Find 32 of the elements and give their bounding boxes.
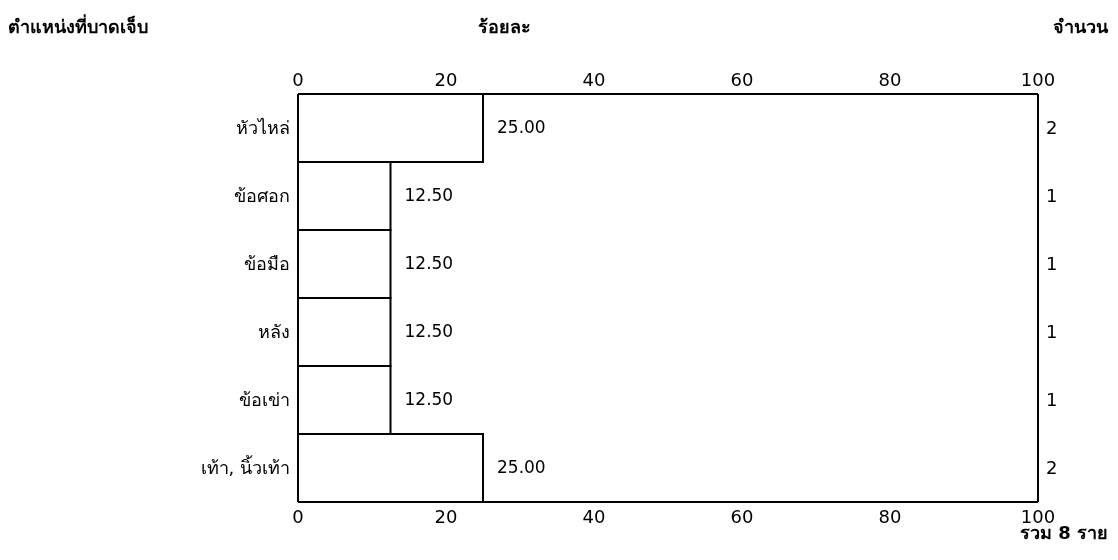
x-tick-label: 40 — [582, 69, 606, 90]
y-tick-label: ข้อศอก — [234, 185, 290, 207]
data-label: 12.50 — [404, 389, 454, 409]
text: 2 — [1046, 457, 1058, 479]
data-label: 12.50 — [404, 321, 454, 341]
text: 1 — [1046, 321, 1058, 343]
data-label: 25.00 — [497, 457, 546, 477]
y-tick-label: หัวไหล่ — [236, 117, 290, 139]
x-tick-label: 100 — [1020, 69, 1056, 90]
x-axis-title: ร้อยละ — [478, 15, 531, 39]
x2-tick-label: 80 — [878, 505, 902, 527]
y-axis-title: ตำแหน่งที่บาดเจ็บ — [8, 13, 148, 39]
y-tick-label: เท้า, นิ้วเท้า — [200, 455, 290, 479]
x-tick-label: 20 — [434, 69, 458, 90]
data-label: 12.50 — [404, 185, 454, 205]
text: 1 — [1046, 389, 1058, 411]
y-tick-label: ข้อมือ — [244, 253, 290, 275]
x2-tick-label: 60 — [730, 505, 754, 527]
x2-tick-label: 20 — [434, 505, 458, 527]
text: 1 — [1046, 185, 1058, 207]
x2-tick-label: 0 — [292, 505, 304, 527]
x-tick-label: 80 — [878, 69, 902, 90]
data-label: 25.00 — [497, 117, 546, 137]
x-tick-label: 0 — [292, 69, 304, 90]
y-tick-label: ข้อเข่า — [239, 389, 290, 411]
text: 1 — [1046, 253, 1058, 275]
y2-axis-title: จำนวน — [1053, 15, 1108, 39]
x2-tick-label: 40 — [582, 505, 606, 527]
y-tick-label: หลัง — [258, 321, 290, 343]
data-label: 12.50 — [404, 253, 454, 273]
x-tick-label: 60 — [730, 69, 754, 90]
text: 2 — [1046, 117, 1058, 139]
